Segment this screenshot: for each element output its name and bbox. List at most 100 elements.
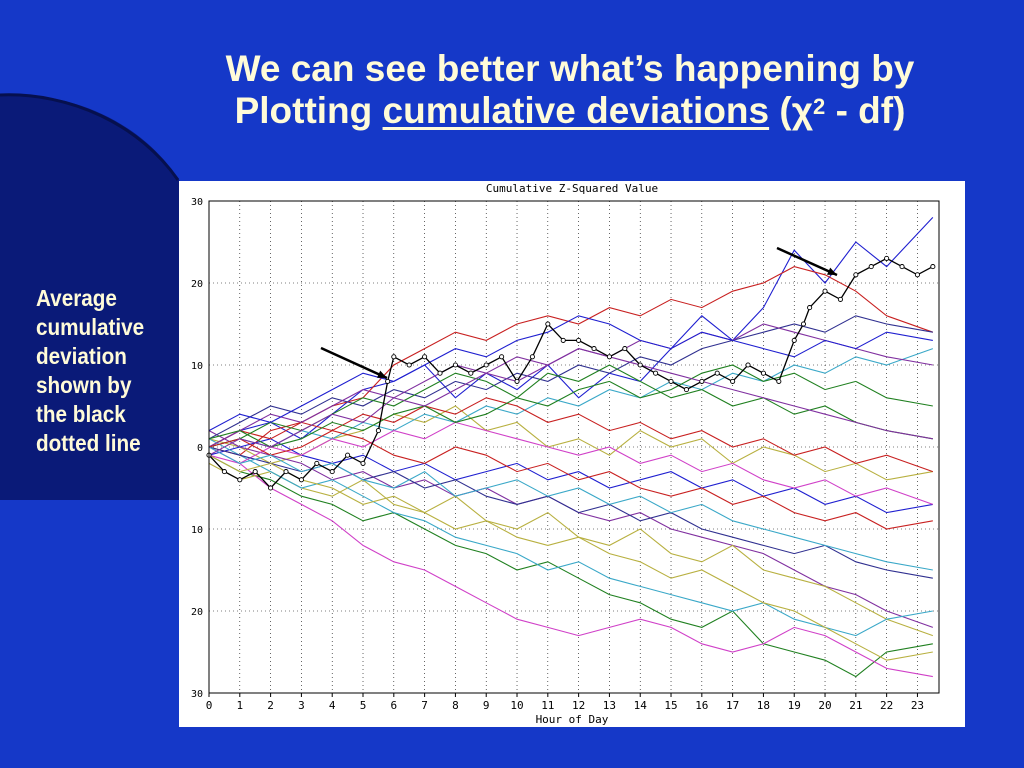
annotation-arrow <box>320 346 388 380</box>
average-point <box>699 378 705 384</box>
y-tick-label: 20 <box>191 607 203 618</box>
average-point <box>591 346 597 352</box>
series-line <box>208 446 933 678</box>
side-note-line: dotted line <box>36 430 141 456</box>
x-axis-label: Hour of Day <box>536 713 609 726</box>
x-tick-label: 14 <box>634 699 648 712</box>
annotation-arrow <box>776 246 838 277</box>
y-tick-label: 10 <box>191 525 203 536</box>
average-point <box>221 469 227 475</box>
average-point <box>406 362 412 368</box>
x-tick-label: 7 <box>421 699 428 712</box>
average-point <box>899 264 905 270</box>
x-tick-label: 19 <box>788 699 801 712</box>
y-tick-label: 30 <box>191 197 203 208</box>
x-tick-label: 12 <box>572 699 585 712</box>
x-tick-label: 11 <box>541 699 554 712</box>
title-line-2: Plotting cumulative deviations (χ2 - df) <box>120 90 1020 132</box>
average-point <box>437 370 443 376</box>
x-tick-label: 20 <box>818 699 831 712</box>
average-point <box>252 469 258 475</box>
average-point <box>283 469 289 475</box>
series-line <box>208 348 933 456</box>
title-suffix: - df) <box>825 90 906 131</box>
average-point <box>791 337 797 343</box>
series-line <box>208 454 933 678</box>
x-tick-label: 2 <box>267 699 274 712</box>
average-point <box>884 255 890 261</box>
average-point <box>483 362 489 368</box>
annotation-arrowhead <box>827 267 837 275</box>
title-prefix: Plotting <box>234 90 383 131</box>
series-line <box>208 405 933 481</box>
average-point <box>868 264 874 270</box>
series-line <box>208 217 934 448</box>
chi-exponent: 2 <box>813 94 826 119</box>
average-point <box>745 362 751 368</box>
series-line <box>208 438 933 637</box>
average-point <box>468 370 474 376</box>
x-tick-label: 0 <box>206 699 213 712</box>
slide-title: We can see better what’s happening by Pl… <box>120 48 1020 132</box>
side-note-line: deviation <box>36 343 127 369</box>
series-line <box>208 364 933 448</box>
average-point <box>853 272 859 278</box>
series-line <box>208 348 934 448</box>
average-point <box>545 321 551 327</box>
average-series-line <box>208 257 934 489</box>
series-line <box>208 315 933 432</box>
average-point <box>760 370 766 376</box>
series-line <box>208 315 933 440</box>
series-line <box>208 430 933 530</box>
line-chart: Cumulative Z-Squared Value Hour of Day 0… <box>191 182 940 726</box>
average-point <box>375 428 381 434</box>
average-point <box>360 460 366 466</box>
x-tick-label: 17 <box>726 699 739 712</box>
average-point <box>237 477 243 483</box>
x-tick-label: 15 <box>664 699 677 712</box>
series-line <box>208 438 933 514</box>
average-point <box>714 370 720 376</box>
series-line <box>208 397 934 473</box>
chart-panel: Cumulative Z-Squared Value Hour of Day 0… <box>179 181 965 727</box>
axis-layer: 0 1 2 3 4 5 6 7 8 9 10 11 12 13 14 15 16 17 18 19 20 21 22 2330… <box>191 197 940 712</box>
series-layer <box>208 217 934 678</box>
x-tick-label: 13 <box>603 699 616 712</box>
average-point <box>930 264 936 270</box>
series-line <box>208 421 934 505</box>
x-tick-label: 8 <box>452 699 459 712</box>
x-tick-label: 9 <box>483 699 490 712</box>
average-point <box>914 272 920 278</box>
average-layer <box>206 255 936 491</box>
average-point <box>314 460 320 466</box>
average-point <box>514 378 520 384</box>
x-tick-label: 22 <box>880 699 893 712</box>
series-line <box>208 446 933 571</box>
average-point <box>576 337 582 343</box>
average-point <box>391 354 397 360</box>
average-point <box>637 362 643 368</box>
average-point <box>452 362 458 368</box>
average-point <box>422 354 428 360</box>
x-tick-label: 10 <box>510 699 523 712</box>
series-line <box>208 454 933 661</box>
annotation-arrowhead <box>377 370 387 378</box>
y-tick-label: 0 <box>197 443 203 454</box>
x-tick-label: 4 <box>329 699 336 712</box>
average-point <box>730 378 736 384</box>
average-point <box>776 378 782 384</box>
x-tick-label: 23 <box>911 699 924 712</box>
average-point <box>668 378 674 384</box>
side-note-line: cumulative <box>36 314 145 340</box>
x-tick-label: 18 <box>757 699 770 712</box>
series-line <box>208 462 934 637</box>
average-point <box>385 378 391 384</box>
y-tick-label: 10 <box>191 361 203 372</box>
x-tick-label: 1 <box>236 699 243 712</box>
y-tick-label: 30 <box>191 689 203 700</box>
annotation-arrows <box>320 246 838 380</box>
average-point <box>653 370 659 376</box>
average-point <box>329 469 335 475</box>
average-point <box>268 485 274 491</box>
